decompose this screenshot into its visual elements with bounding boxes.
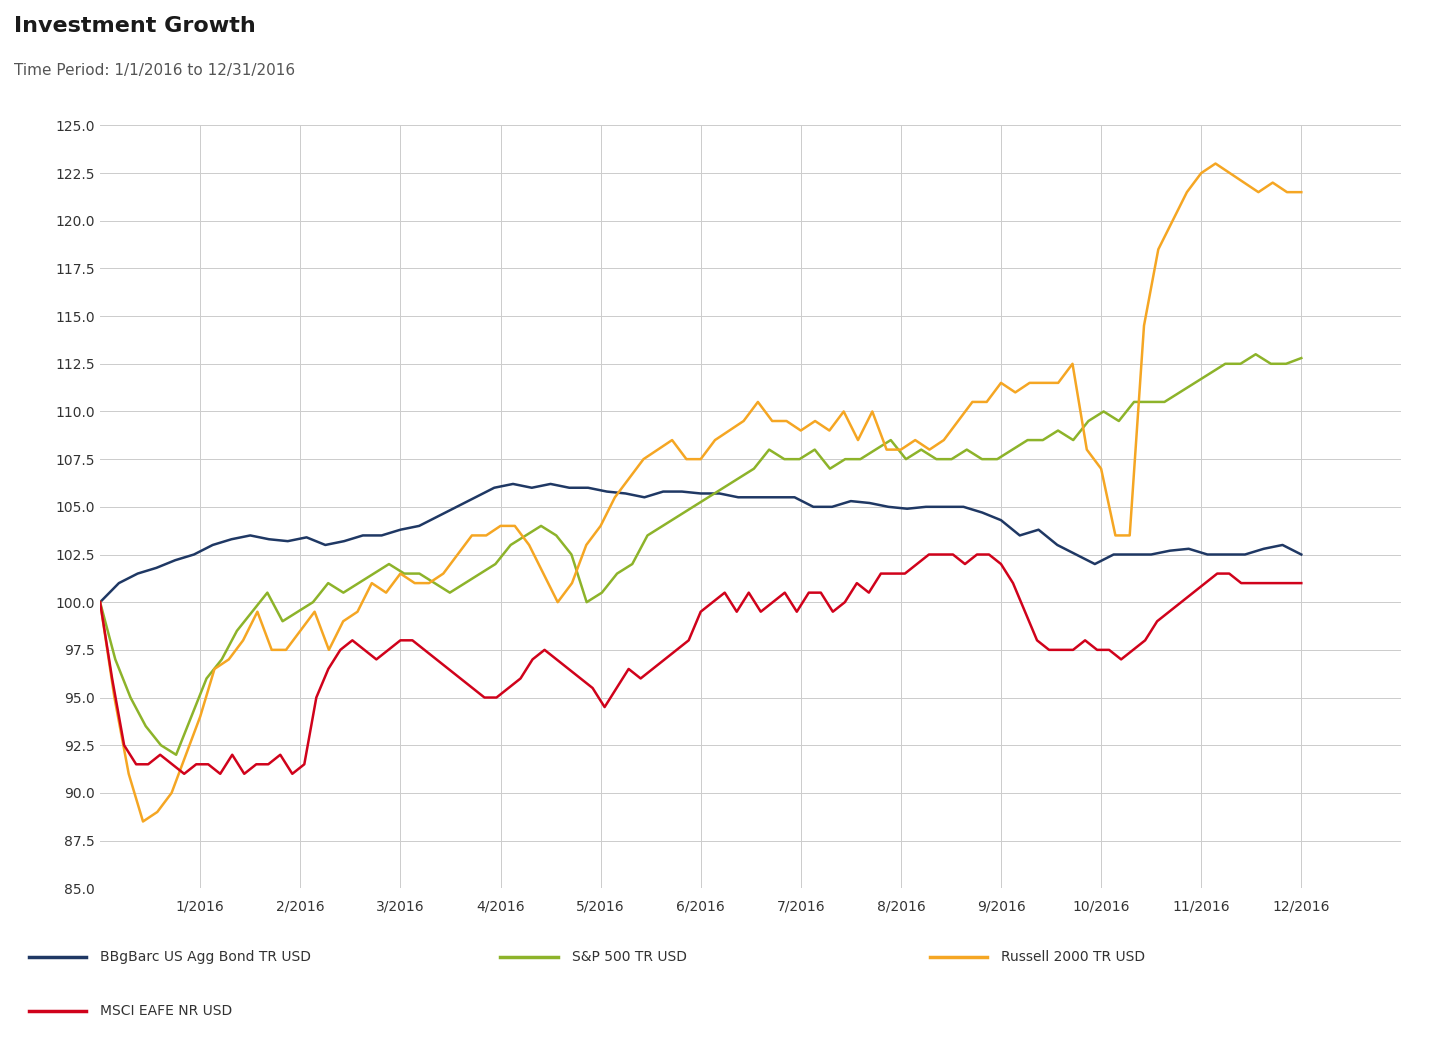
Text: BBgBarc US Agg Bond TR USD: BBgBarc US Agg Bond TR USD: [100, 950, 312, 963]
Text: MSCI EAFE NR USD: MSCI EAFE NR USD: [100, 1004, 232, 1018]
Text: Time Period: 1/1/2016 to 12/31/2016: Time Period: 1/1/2016 to 12/31/2016: [14, 63, 296, 77]
Text: Investment Growth: Investment Growth: [14, 16, 256, 36]
Text: S&P 500 TR USD: S&P 500 TR USD: [572, 950, 686, 963]
Text: Russell 2000 TR USD: Russell 2000 TR USD: [1001, 950, 1145, 963]
